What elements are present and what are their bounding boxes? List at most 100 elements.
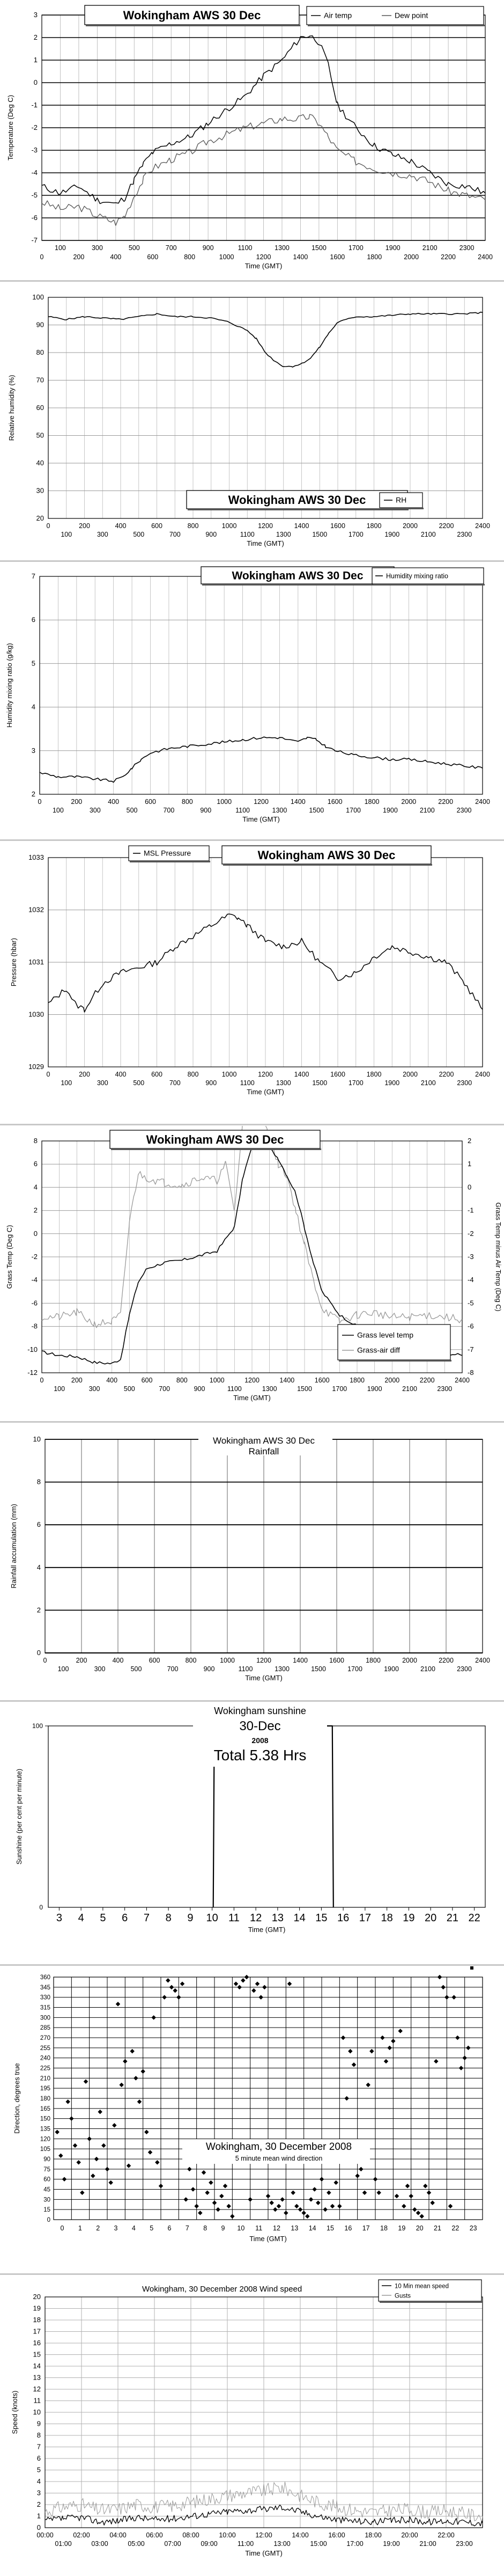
x-tick-label: 2400 <box>475 1071 490 1078</box>
title-backdrop <box>198 1435 332 1455</box>
x-tick-label: 10 <box>237 2224 244 2232</box>
wind-direction-point <box>115 2001 121 2007</box>
x-tick-label: 1600 <box>329 1657 344 1664</box>
x-tick-label: 14 <box>309 2224 316 2232</box>
wind-direction-point <box>237 1985 242 1990</box>
x-tick-label: 700 <box>169 531 181 538</box>
chart-subtitle: Rainfall <box>249 1446 279 1457</box>
legend-shadow <box>339 1360 451 1362</box>
x-tick-label: 7 <box>186 2224 189 2232</box>
y-tick-label: -5 <box>31 191 38 199</box>
y-tick-label: 180 <box>40 2096 50 2102</box>
legend-label: Humidity mixing ratio <box>386 573 448 580</box>
y-axis-label: Rainfall accumulation (mm) <box>10 1504 18 1589</box>
y2-tick-label: -6 <box>468 1322 474 1330</box>
x-tick-label: 1900 <box>386 244 401 252</box>
x-tick-label: 800 <box>186 1657 197 1664</box>
y-axis-label: Temperature (Deg C) <box>6 95 14 160</box>
x-tick-label: 1900 <box>383 807 398 814</box>
y-tick-label: 1 <box>37 2512 41 2520</box>
y-tick-label: 345 <box>40 1985 50 1991</box>
x-tick-label: 1500 <box>311 1665 326 1673</box>
y-tick-label: 0 <box>39 1904 43 1911</box>
x-tick-label: 1200 <box>256 1657 271 1664</box>
y-tick-label: 2 <box>37 2500 41 2508</box>
y-tick-label: -6 <box>31 214 38 222</box>
x-tick-label: 17:00 <box>346 2540 363 2548</box>
x-tick-label: 100 <box>53 807 64 814</box>
y-tick-label: 4 <box>37 1563 41 1571</box>
y-tick-label: 4 <box>37 2477 41 2485</box>
x-tick-label: 14:00 <box>292 2531 308 2539</box>
wind-direction-point <box>412 2207 417 2212</box>
wind-direction-point <box>340 2035 346 2040</box>
y-tick-label: 60 <box>43 2177 50 2183</box>
x-tick-label: 800 <box>188 1071 199 1078</box>
y-tick-label: 19 <box>33 2304 41 2312</box>
rainfall-panel: 0 2 4 6 8 10 Wokingham AWS 30 Dec Rainfall 0 200 4… <box>0 1423 504 1699</box>
y-tick-label: 10 <box>33 1435 41 1443</box>
x-tick-label: 900 <box>200 807 211 814</box>
y-tick-label: 5 <box>32 659 35 667</box>
x-tick-label: 600 <box>142 1377 153 1384</box>
x-axis-label: Time (GMT) <box>249 2235 287 2243</box>
x-tick-label: 1400 <box>294 522 309 530</box>
title-backdrop <box>182 2139 370 2164</box>
y-tick-label: 0 <box>37 1649 41 1657</box>
x-axis-label: Time (GMT) <box>233 1394 271 1402</box>
x-tick-label: 100 <box>61 531 72 538</box>
x-tick-label: 12 <box>273 2224 280 2232</box>
wind-direction-point <box>308 2197 314 2202</box>
x-tick-label: 2000 <box>402 1657 417 1664</box>
x-tick-label: 06:00 <box>146 2531 162 2539</box>
x-tick-label: 8 <box>203 2224 207 2232</box>
x-tick-label: 1000 <box>222 522 237 530</box>
x-tick-label: 4 <box>78 1912 84 1924</box>
wind-direction-point <box>244 1974 249 1980</box>
wind-direction-point <box>173 1988 177 1993</box>
y-axis-label: Pressure (hbar) <box>10 938 18 986</box>
total-label: Total 5.38 Hrs <box>214 1747 307 1763</box>
y-tick-label: 225 <box>40 2066 50 2072</box>
y-tick-label: 4 <box>32 703 35 711</box>
title-backdrop <box>193 1703 327 1767</box>
x-tick-label: 800 <box>184 253 195 261</box>
wind-direction-point <box>458 2066 464 2070</box>
y-tick-label: 80 <box>36 348 44 356</box>
legend-shadow <box>373 584 485 586</box>
x-tick-label: 1000 <box>217 798 232 806</box>
x-tick-label: 13:00 <box>273 2540 290 2548</box>
wind-direction-point <box>441 1985 446 1990</box>
wind-direction-point <box>112 2123 117 2128</box>
wind-direction-point <box>155 2160 160 2165</box>
x-tick-label: 100 <box>61 1079 72 1087</box>
wind-direction-chart: 0153045607590105120135150165180195210225… <box>13 1966 483 2243</box>
y-axis-label: Humidity mixing ratio (g/kg) <box>5 643 13 728</box>
x-tick-label: 400 <box>113 1657 124 1664</box>
y-tick-label: 40 <box>36 459 44 467</box>
x-tick-label: 2200 <box>438 798 453 806</box>
chart-title-box <box>109 1130 321 1149</box>
y-tick-label: 300 <box>40 2015 50 2021</box>
x-tick-label: 4 <box>132 2224 136 2232</box>
x-tick-label: 1300 <box>276 1079 291 1087</box>
x-tick-label: 9 <box>187 1912 193 1924</box>
chart-title-shadow <box>86 25 300 26</box>
y-tick-label: 75 <box>43 2167 50 2173</box>
wind-direction-point <box>209 2180 213 2185</box>
x-tick-label: 5 <box>150 2224 153 2232</box>
x-tick-label: 2000 <box>384 1377 399 1384</box>
x-tick-label: 2100 <box>421 531 436 538</box>
legend-shadow <box>380 2301 483 2303</box>
wind-direction-point <box>462 2055 467 2060</box>
y-tick-label: 20 <box>36 514 44 522</box>
wind-direction-point <box>316 2200 321 2205</box>
mean-speed-line <box>45 2504 483 2527</box>
sunshine-chart: 100 0 3 4 5 6 7 8 9 10 11 12 13 14 15 16 17 18 19 20 21 22 Wok… <box>15 1703 486 1934</box>
x-tick-label: 100 <box>58 1665 69 1673</box>
wind-direction-point <box>151 2015 156 2020</box>
x-tick-label: 1800 <box>367 253 382 261</box>
chart-title: Wokingham AWS 30 Dec <box>146 1133 284 1146</box>
y-tick-label: 60 <box>36 404 44 412</box>
wind-direction-point <box>166 1978 171 1983</box>
